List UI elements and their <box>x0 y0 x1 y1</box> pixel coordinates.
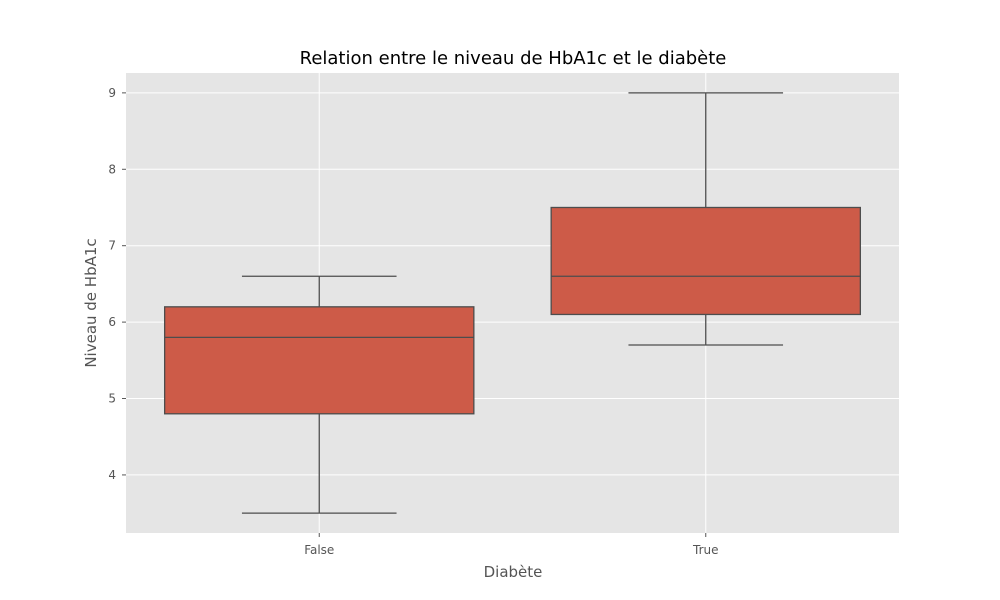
boxes <box>163 92 862 514</box>
box-group-False <box>163 275 475 514</box>
iqr-box-False <box>163 306 475 415</box>
x-axis-label: Diabète <box>484 563 543 581</box>
chart-title: Relation entre le niveau de HbA1c et le … <box>300 48 727 69</box>
box-group-True <box>550 92 862 346</box>
iqr-box-True <box>550 206 862 316</box>
y-tick-label-9: 9 <box>108 86 116 100</box>
x-axis: False True <box>304 533 719 557</box>
y-tick-label-4: 4 <box>108 468 116 482</box>
y-tick-label-6: 6 <box>108 315 116 329</box>
y-tick-label-8: 8 <box>108 162 116 176</box>
y-axis-label: Niveau de HbA1c <box>82 238 100 367</box>
x-tick-label-False: False <box>304 543 334 557</box>
y-tick-label-7: 7 <box>108 239 116 253</box>
y-tick-label-5: 5 <box>108 392 116 406</box>
y-axis: 4 5 6 7 8 9 <box>108 86 126 482</box>
x-tick-label-True: True <box>692 543 719 557</box>
